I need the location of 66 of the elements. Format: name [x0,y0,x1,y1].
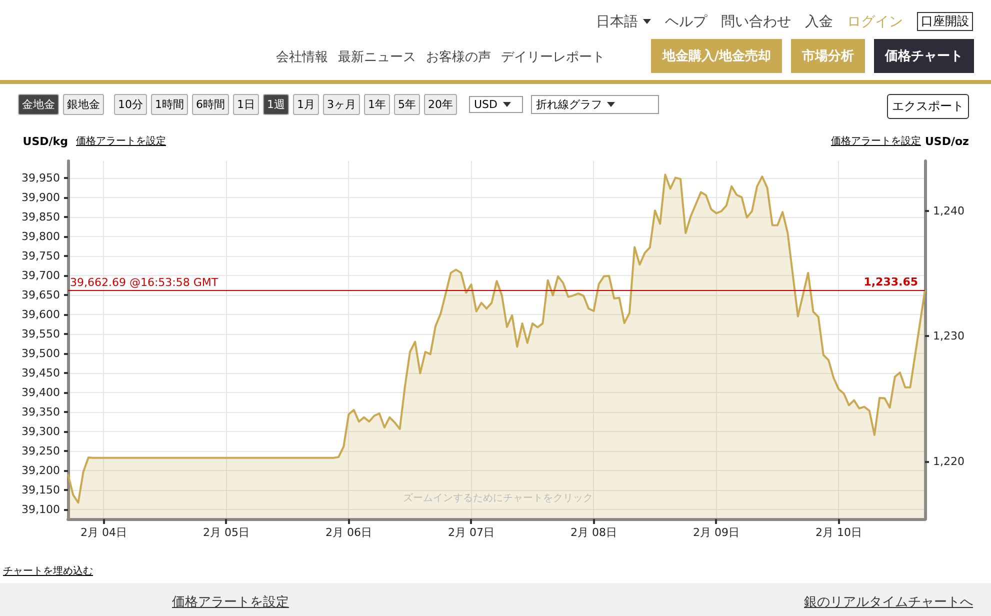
text: 価格チャート [874,39,974,73]
text: 1年 [364,94,390,115]
text: エクスポート [887,94,969,119]
y-tick-label: 39,200 [22,464,60,477]
x-tick-label: 2月 07日 [448,526,494,539]
x-tick-label: 2月 09日 [692,526,740,539]
y-tick-label: 39,950 [22,172,60,185]
text: 入金 [805,12,833,30]
text: 市場分析 [791,39,865,73]
annotation: 1,233.65 [864,276,918,289]
x-tick-label: 2月 10日 [815,526,862,539]
text: 地金購入/地金売却 [651,39,782,73]
text: 価格アラートを設定 [831,134,921,148]
x-tick-label: 2月 08日 [570,526,617,539]
text: 1日 [233,94,259,115]
x-tick-label: 2月 04日 [80,526,127,539]
text: 問い合わせ [721,12,791,30]
text: 銀のリアルタイムチャートへ [804,594,973,611]
text: 折れ線グラフ [531,95,659,114]
y-tick-label: 39,850 [22,210,60,224]
text: 最新ニュース [338,49,416,66]
annotation: ズームインするためにチャートをクリック [403,492,593,505]
y-tick-label: 39,400 [22,386,60,399]
text: ヘルプ [665,12,707,30]
y2-axis-title: USD/oz [925,135,969,148]
text: 1時間 [151,94,188,115]
y-tick-label: 39,250 [22,444,60,458]
y-tick-label: 39,500 [22,346,60,360]
y2-tick-label: 1,230 [933,330,964,343]
text: 10分 [114,94,147,115]
y-tick-label: 39,100 [22,502,60,516]
text: 3ヶ月 [323,94,360,115]
y-tick-label: 39,450 [22,366,60,380]
y-tick-label: 39,650 [22,288,60,302]
text: 金地金 [18,94,59,115]
y2-tick-label: 1,240 [933,204,964,218]
y-tick-label: 39,150 [22,483,60,496]
text: ログイン [847,12,903,30]
y-tick-label: 39,350 [22,405,60,418]
y-tick-label: 39,800 [22,230,60,244]
text: 6時間 [192,94,229,115]
y-tick-label: 39,700 [22,269,60,282]
text: デイリーレポート [501,49,605,66]
ref-line-label: 39,662.69 @16:53:58 GMT [70,276,218,290]
text: チャートを埋め込む [3,564,93,578]
text: お客様の声 [426,49,491,66]
y-tick-label: 39,750 [22,250,60,263]
x-tick-label: 2月 05日 [202,526,250,539]
text: USD [469,96,523,113]
text: 日本語 [596,12,639,30]
text: 口座開設 [917,12,973,31]
text: 1月 [293,94,319,115]
text: 価格アラートを設定 [172,594,289,611]
y-tick-label: 39,900 [22,191,60,204]
x-tick-label: 2月 06日 [325,526,372,539]
text: 5年 [394,94,420,115]
y-axis-title: USD/kg [22,135,68,148]
text: 20年 [424,94,457,115]
y-tick-label: 39,300 [22,424,60,438]
y-tick-label: 39,600 [22,308,60,321]
text: 会社情報 [276,49,328,66]
y2-tick-label: 1,220 [933,454,964,468]
text: 1週 [263,94,289,115]
text: 銀地金 [63,94,104,115]
y-tick-label: 39,550 [22,327,60,340]
text: 価格アラートを設定 [76,134,166,148]
